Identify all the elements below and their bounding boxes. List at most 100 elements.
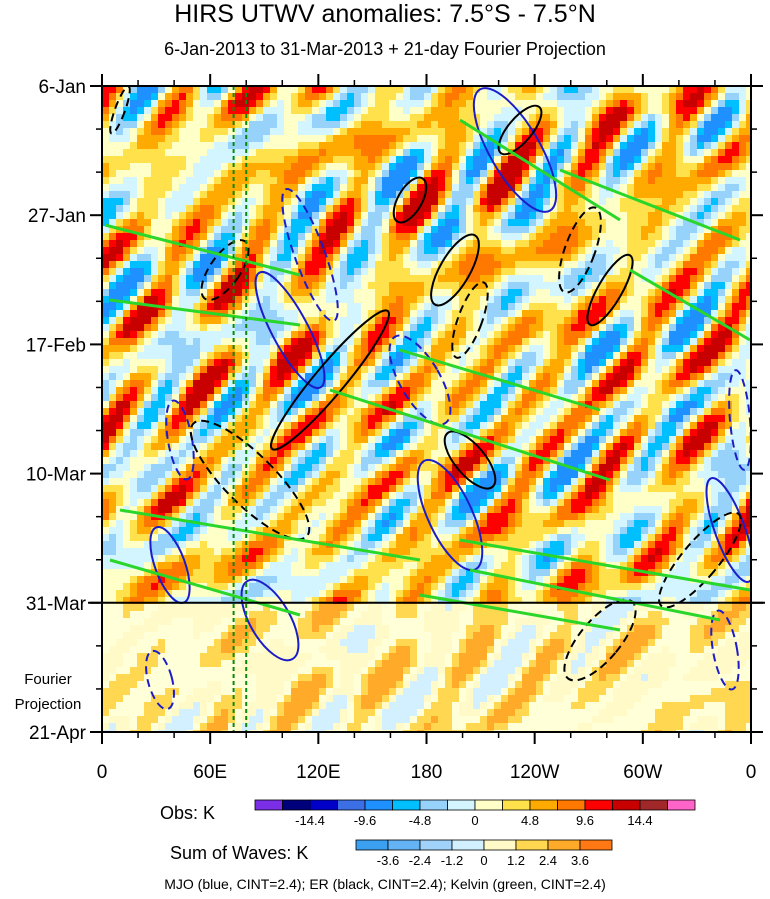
field-cell: [305, 156, 312, 163]
field-cell: [676, 394, 683, 401]
field-cell: [725, 303, 732, 310]
field-cell: [305, 128, 312, 135]
field-cell: [368, 373, 375, 380]
field-cell: [536, 142, 543, 149]
field-cell: [382, 212, 389, 219]
field-cell: [466, 450, 473, 457]
field-cell: [130, 149, 137, 156]
field-cell: [445, 303, 452, 310]
field-cell: [270, 156, 277, 163]
field-cell: [186, 387, 193, 394]
field-cell: [256, 240, 263, 247]
field-cell: [431, 345, 438, 352]
field-cell: [361, 170, 368, 177]
field-cell: [459, 331, 466, 338]
field-cell: [284, 450, 291, 457]
field-cell: [445, 373, 452, 380]
field-cell: [417, 338, 424, 345]
field-cell: [613, 443, 620, 450]
field-cell: [186, 128, 193, 135]
field-cell: [571, 380, 578, 387]
field-cell: [270, 296, 277, 303]
field-cell: [228, 128, 235, 135]
field-cell: [711, 254, 718, 261]
field-cell: [263, 373, 270, 380]
field-cell: [130, 380, 137, 387]
field-cell: [592, 415, 599, 422]
field-cell: [347, 219, 354, 226]
field-cell: [361, 345, 368, 352]
field-cell: [158, 352, 165, 359]
field-cell: [718, 310, 725, 317]
field-cell: [207, 345, 214, 352]
field-cell: [347, 254, 354, 261]
field-cell: [466, 177, 473, 184]
field-cell: [459, 93, 466, 100]
field-cell: [543, 282, 550, 289]
field-cell: [515, 331, 522, 338]
field-cell: [284, 247, 291, 254]
field-cell: [697, 198, 704, 205]
field-cell: [130, 282, 137, 289]
field-cell: [494, 303, 501, 310]
field-cell: [445, 324, 452, 331]
field-cell: [536, 324, 543, 331]
field-cell: [627, 93, 634, 100]
field-cell: [480, 254, 487, 261]
field-cell: [592, 268, 599, 275]
field-cell: [130, 177, 137, 184]
field-cell: [207, 219, 214, 226]
field-cell: [382, 310, 389, 317]
field-cell: [130, 219, 137, 226]
field-cell: [585, 289, 592, 296]
field-cell: [200, 394, 207, 401]
field-cell: [305, 310, 312, 317]
field-cell: [669, 387, 676, 394]
field-cell: [235, 191, 242, 198]
field-cell: [704, 401, 711, 408]
field-cell: [396, 163, 403, 170]
field-cell: [312, 205, 319, 212]
field-cell: [102, 128, 109, 135]
field-cell: [389, 86, 396, 93]
field-cell: [284, 135, 291, 142]
field-cell: [214, 177, 221, 184]
field-cell: [123, 254, 130, 261]
field-cell: [333, 198, 340, 205]
field-cell: [298, 198, 305, 205]
field-cell: [186, 324, 193, 331]
field-cell: [697, 345, 704, 352]
field-cell: [683, 212, 690, 219]
field-cell: [144, 345, 151, 352]
field-cell: [193, 219, 200, 226]
field-cell: [711, 289, 718, 296]
field-cell: [676, 408, 683, 415]
field-cell: [550, 135, 557, 142]
field-cell: [711, 114, 718, 121]
field-cell: [669, 86, 676, 93]
field-cell: [648, 366, 655, 373]
field-cell: [676, 443, 683, 450]
field-cell: [396, 317, 403, 324]
field-cell: [557, 226, 564, 233]
field-cell: [410, 86, 417, 93]
field-cell: [578, 317, 585, 324]
field-cell: [130, 373, 137, 380]
field-cell: [144, 457, 151, 464]
field-cell: [662, 135, 669, 142]
field-cell: [109, 408, 116, 415]
field-cell: [732, 219, 739, 226]
field-cell: [424, 373, 431, 380]
field-cell: [361, 149, 368, 156]
field-cell: [158, 198, 165, 205]
field-cell: [298, 415, 305, 422]
field-cell: [207, 261, 214, 268]
field-cell: [235, 156, 242, 163]
field-cell: [522, 401, 529, 408]
field-cell: [172, 268, 179, 275]
field-cell: [676, 324, 683, 331]
field-cell: [207, 366, 214, 373]
field-cell: [599, 163, 606, 170]
field-cell: [501, 422, 508, 429]
field-cell: [256, 422, 263, 429]
